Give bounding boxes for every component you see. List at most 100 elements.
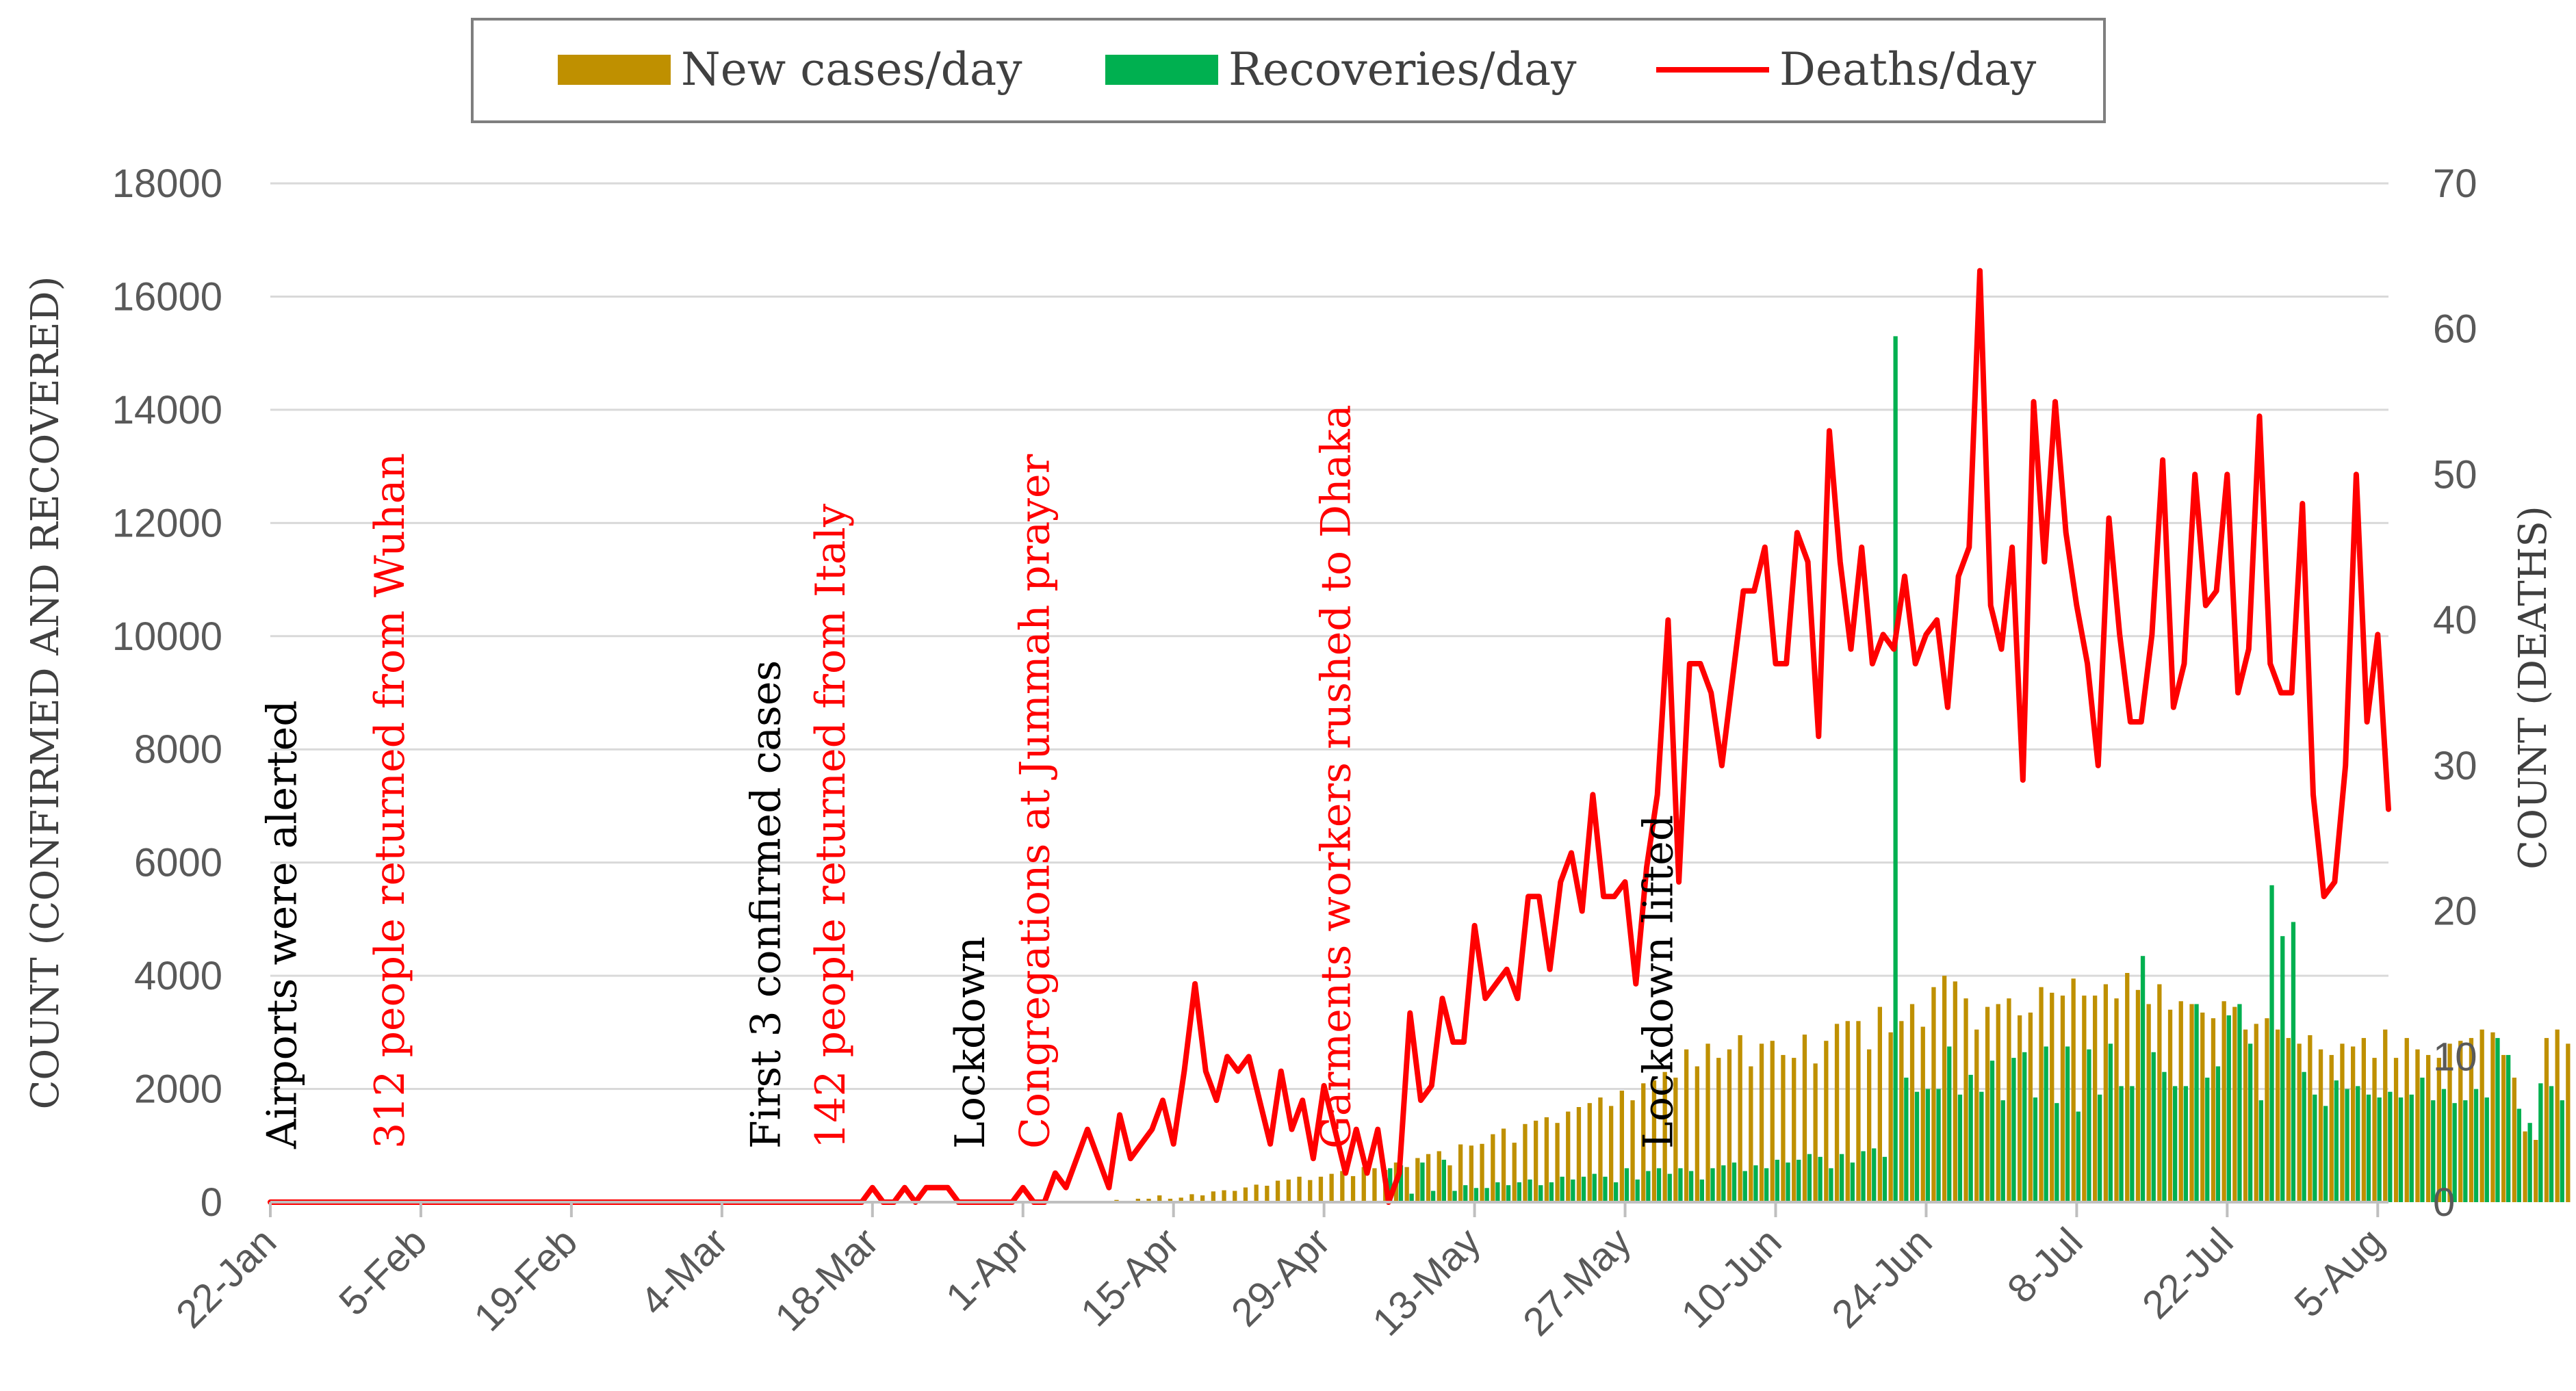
new-cases-bar: [1372, 1168, 1377, 1202]
recoveries-bar: [1818, 1156, 1822, 1202]
recoveries-bar: [2420, 1078, 2425, 1202]
new-cases-bar: [2103, 984, 2108, 1202]
new-cases-bar: [2254, 1024, 2258, 1202]
new-cases-bar: [2028, 1012, 2033, 1202]
recoveries-bar: [2495, 1038, 2500, 1202]
recoveries-bar: [2108, 1043, 2113, 1202]
recoveries-bar: [1764, 1168, 1769, 1202]
recoveries-bar: [2055, 1103, 2059, 1202]
y-tick-label-right: 20: [2433, 889, 2477, 934]
new-cases-bar: [1534, 1120, 1538, 1202]
y-tick-label-right: 70: [2433, 161, 2477, 206]
new-cases-bar: [1286, 1179, 1291, 1202]
new-cases-bar: [1813, 1063, 1818, 1202]
recoveries-bar: [2280, 936, 2285, 1202]
new-cases-bar: [1544, 1117, 1549, 1202]
recoveries-bar: [1441, 1160, 1446, 1202]
recoveries-bar: [2431, 1100, 2436, 1202]
new-cases-bar: [2189, 1004, 2194, 1202]
annotations: Airports were alerted 312 people returned…: [259, 404, 1683, 1149]
annotation-label: 312 people returned from Wuhan: [366, 453, 414, 1149]
new-cases-bar: [1233, 1191, 1237, 1202]
recoveries-bar: [1689, 1171, 1694, 1202]
x-tick-label: 10-Jun: [1673, 1219, 1790, 1336]
new-cases-bar: [1974, 1029, 1979, 1202]
new-cases-bar: [1222, 1190, 1226, 1202]
recoveries-bar: [1388, 1168, 1393, 1202]
recoveries-bar: [1646, 1171, 1651, 1202]
y-tick-label-left: 6000: [134, 841, 222, 885]
recoveries-bar: [1571, 1179, 1575, 1202]
new-cases-bar: [1824, 1041, 1829, 1202]
recoveries-bar: [1667, 1173, 1672, 1202]
x-tick-label: 24-Jun: [1823, 1219, 1940, 1336]
new-cases-bar: [2243, 1029, 2248, 1202]
new-cases-bar: [1716, 1058, 1721, 1202]
recoveries-bar: [1452, 1191, 1457, 1202]
recoveries-bar: [2560, 1100, 2564, 1202]
x-tick-label: 29-Apr: [1223, 1219, 1339, 1335]
gridlines: [270, 182, 2388, 1091]
recoveries-bar: [2022, 1052, 2027, 1202]
recoveries-bar: [1957, 1094, 1963, 1202]
recoveries-bar: [1549, 1182, 1554, 1202]
recoveries-bar: [2549, 1086, 2554, 1202]
x-tick-label: 1-Apr: [938, 1219, 1038, 1319]
new-cases-bar: [1899, 1021, 1904, 1202]
recoveries-bar: [2506, 1054, 2511, 1202]
recoveries-bar: [1409, 1193, 1414, 1202]
new-cases-bar: [1877, 1006, 1882, 1202]
new-cases-bar: [2393, 1058, 2399, 1202]
y-tick-label-left: 8000: [134, 727, 222, 772]
new-cases-bar: [2050, 992, 2055, 1202]
recoveries-bar: [2398, 1097, 2404, 1202]
recoveries-bar: [2291, 922, 2296, 1202]
annotation-label: First 3 confirmed cases: [743, 660, 790, 1149]
recoveries-bar: [1678, 1168, 1683, 1202]
recoveries-bar: [2516, 1108, 2521, 1202]
new-cases-bar: [2007, 998, 2011, 1202]
new-cases-bar: [1738, 1035, 1742, 1202]
legend-box: [471, 18, 2106, 123]
new-cases-bar: [1942, 976, 1947, 1202]
recoveries-bar: [2098, 1094, 2102, 1202]
new-cases-bar: [1888, 1032, 1893, 1202]
new-cases-bar: [1684, 1049, 1689, 1202]
y-tick-label-right: 60: [2433, 307, 2477, 352]
new-cases-bar: [1361, 1167, 1366, 1202]
new-cases-bar: [2276, 1029, 2280, 1202]
recoveries-bar: [1775, 1160, 1779, 1202]
recoveries-bar: [1840, 1154, 1844, 1202]
new-cases-bar: [1920, 1026, 1925, 1202]
recoveries-bar: [1872, 1148, 1877, 1202]
new-cases-bar: [1931, 987, 1936, 1202]
new-cases-bar: [1576, 1107, 1582, 1202]
new-cases-bars: [1092, 973, 2571, 1202]
new-cases-bar: [1157, 1195, 1162, 1202]
y-tick-label-left: 16000: [112, 274, 222, 319]
new-cases-bar: [2157, 984, 2162, 1202]
recoveries-bar: [1882, 1156, 1888, 1202]
legend: New cases/day Recoveries/day Deaths/day: [471, 18, 2106, 123]
new-cases-bar: [1555, 1123, 1560, 1202]
recoveries-bar: [2334, 1080, 2339, 1202]
new-cases-bar: [1566, 1111, 1571, 1202]
new-cases-bar: [1512, 1143, 1517, 1202]
x-tick-label: 27-May: [1515, 1219, 1640, 1344]
x-tick-label: 5-Aug: [2286, 1219, 2392, 1325]
new-cases-bar: [2308, 1035, 2313, 1202]
recoveries-bar: [1807, 1154, 1812, 1202]
new-cases-bar: [2480, 1029, 2484, 1202]
new-cases-bar: [1673, 1078, 1678, 1202]
recoveries-bar: [1829, 1168, 1833, 1202]
recoveries-bar: [2044, 1046, 2048, 1202]
new-cases-bar: [1265, 1186, 1270, 1202]
new-cases-bar: [1200, 1195, 1205, 1202]
recoveries-bar: [1904, 1078, 1909, 1202]
recoveries-bar: [2087, 1049, 2091, 1202]
new-cases-bar: [1275, 1180, 1280, 1202]
recoveries-bar: [1463, 1185, 1468, 1202]
new-cases-bar: [1211, 1191, 1215, 1202]
new-cases-bar: [1705, 1043, 1710, 1202]
